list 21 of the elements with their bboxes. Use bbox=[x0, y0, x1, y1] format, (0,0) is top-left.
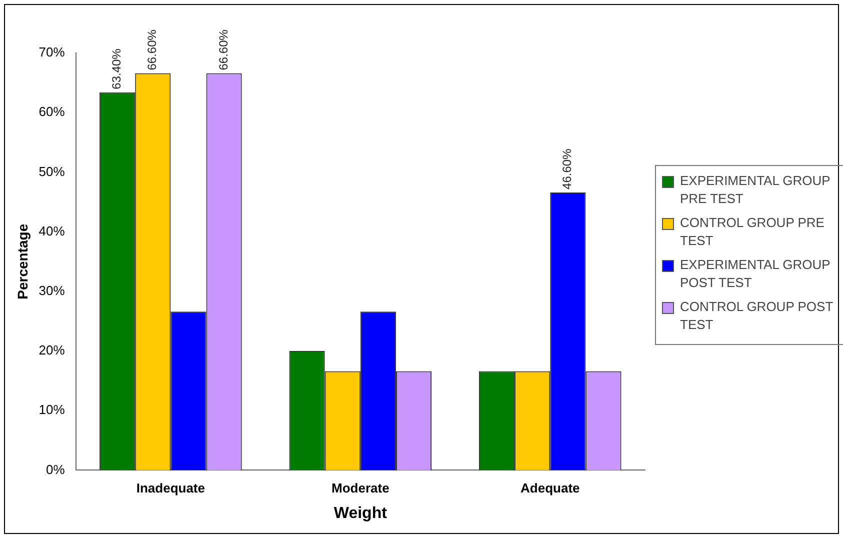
legend-label: CONTROL GROUP POST TEST bbox=[680, 298, 834, 334]
x-axis-title: Weight bbox=[334, 504, 388, 522]
y-tick-label: 10% bbox=[38, 402, 66, 418]
y-tick-label: 60% bbox=[38, 104, 66, 120]
legend-label: CONTROL GROUP PRE TEST bbox=[680, 214, 826, 250]
x-tick-label: Moderate bbox=[332, 480, 390, 496]
data-label: 66.60% bbox=[216, 29, 230, 70]
y-tick-label: 0% bbox=[46, 462, 66, 477]
legend-label: EXPERIMENTAL GROUP POST TEST bbox=[680, 256, 832, 292]
data-label: 46.60% bbox=[560, 148, 574, 190]
y-tick-label: 50% bbox=[38, 164, 66, 179]
legend-label: EXPERIMENTAL GROUP PRE TEST bbox=[680, 172, 832, 208]
y-axis-title: Percentage bbox=[14, 224, 30, 300]
data-label: 66.60% bbox=[145, 29, 160, 70]
data-label: 63.40% bbox=[110, 48, 124, 90]
y-tick-label: 40% bbox=[38, 223, 66, 238]
y-tick-label: 20% bbox=[38, 342, 66, 358]
y-tick-label: 30% bbox=[38, 282, 66, 298]
x-tick-label: Inadequate bbox=[136, 480, 205, 496]
y-tick-label: 70% bbox=[38, 44, 66, 60]
x-tick-label: Adequate bbox=[520, 480, 580, 496]
